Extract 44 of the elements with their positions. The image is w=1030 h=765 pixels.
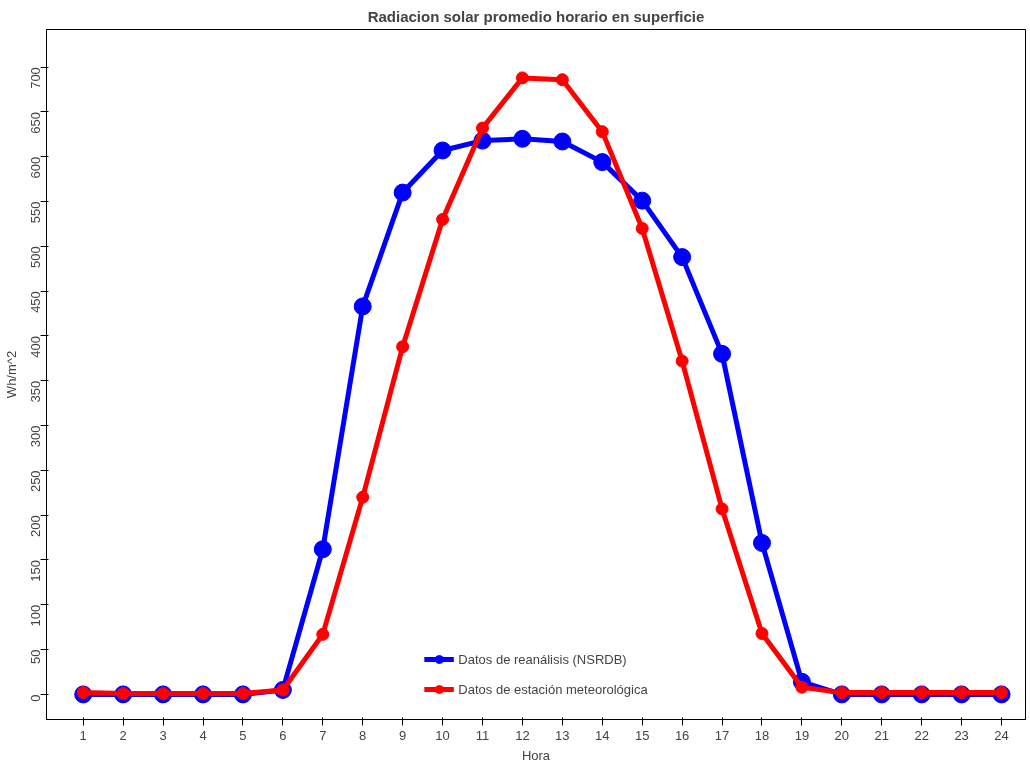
y-tick-label: 300 <box>28 425 43 448</box>
y-tick-label: 350 <box>28 380 43 403</box>
y-tick-label: 150 <box>28 559 43 582</box>
x-tick-label: 3 <box>159 727 167 743</box>
y-tick-label: 500 <box>28 246 43 269</box>
x-tick-label: 1 <box>79 727 87 743</box>
x-tick-label: 2 <box>119 727 127 743</box>
y-tick-label: 650 <box>28 111 43 134</box>
x-tick-label: 8 <box>359 727 367 743</box>
x-tick-label: 4 <box>199 727 207 743</box>
y-tick-label: 600 <box>28 156 43 179</box>
legend-label: Datos de reanálisis (NSRDB) <box>458 651 627 667</box>
y-tick-label: 200 <box>28 515 43 537</box>
x-tick-label: 17 <box>714 727 730 743</box>
x-tick-label: 22 <box>914 727 929 743</box>
x-tick-label: 23 <box>954 727 969 743</box>
x-tick-label: 24 <box>994 727 1009 743</box>
x-tick-label: 14 <box>595 727 610 743</box>
y-tick-label: 0 <box>28 694 43 702</box>
y-tick-label: 50 <box>28 649 43 665</box>
chart-title: Radiacion solar promedio horario en superficie <box>367 7 705 25</box>
x-tick-label: 15 <box>634 727 650 743</box>
y-tick-label: 550 <box>28 201 43 224</box>
y-tick-label: 700 <box>28 67 43 89</box>
legend-label: Datos de estación meteorológica <box>458 681 648 697</box>
y-tick-label: 250 <box>28 470 43 493</box>
x-tick-label: 11 <box>475 727 490 743</box>
x-tick-label: 20 <box>834 727 850 743</box>
x-tick-label: 7 <box>319 727 327 743</box>
x-tick-label: 5 <box>239 727 247 743</box>
y-tick-label: 400 <box>28 335 43 358</box>
x-tick-label: 19 <box>794 727 810 743</box>
x-tick-label: 12 <box>515 727 530 743</box>
x-tick-label: 9 <box>399 727 407 743</box>
x-tick-label: 10 <box>435 727 450 743</box>
x-tick-label: 18 <box>754 727 770 743</box>
x-tick-label: 13 <box>555 727 570 743</box>
y-tick-label: 100 <box>28 604 43 627</box>
x-axis-title: Hora <box>521 747 551 763</box>
x-tick-label: 21 <box>874 727 889 743</box>
x-tick-label: 6 <box>279 727 287 743</box>
x-tick-label: 16 <box>674 727 690 743</box>
y-tick-label: 450 <box>28 291 43 313</box>
y-axis-title: Wh/m^2 <box>3 350 19 399</box>
